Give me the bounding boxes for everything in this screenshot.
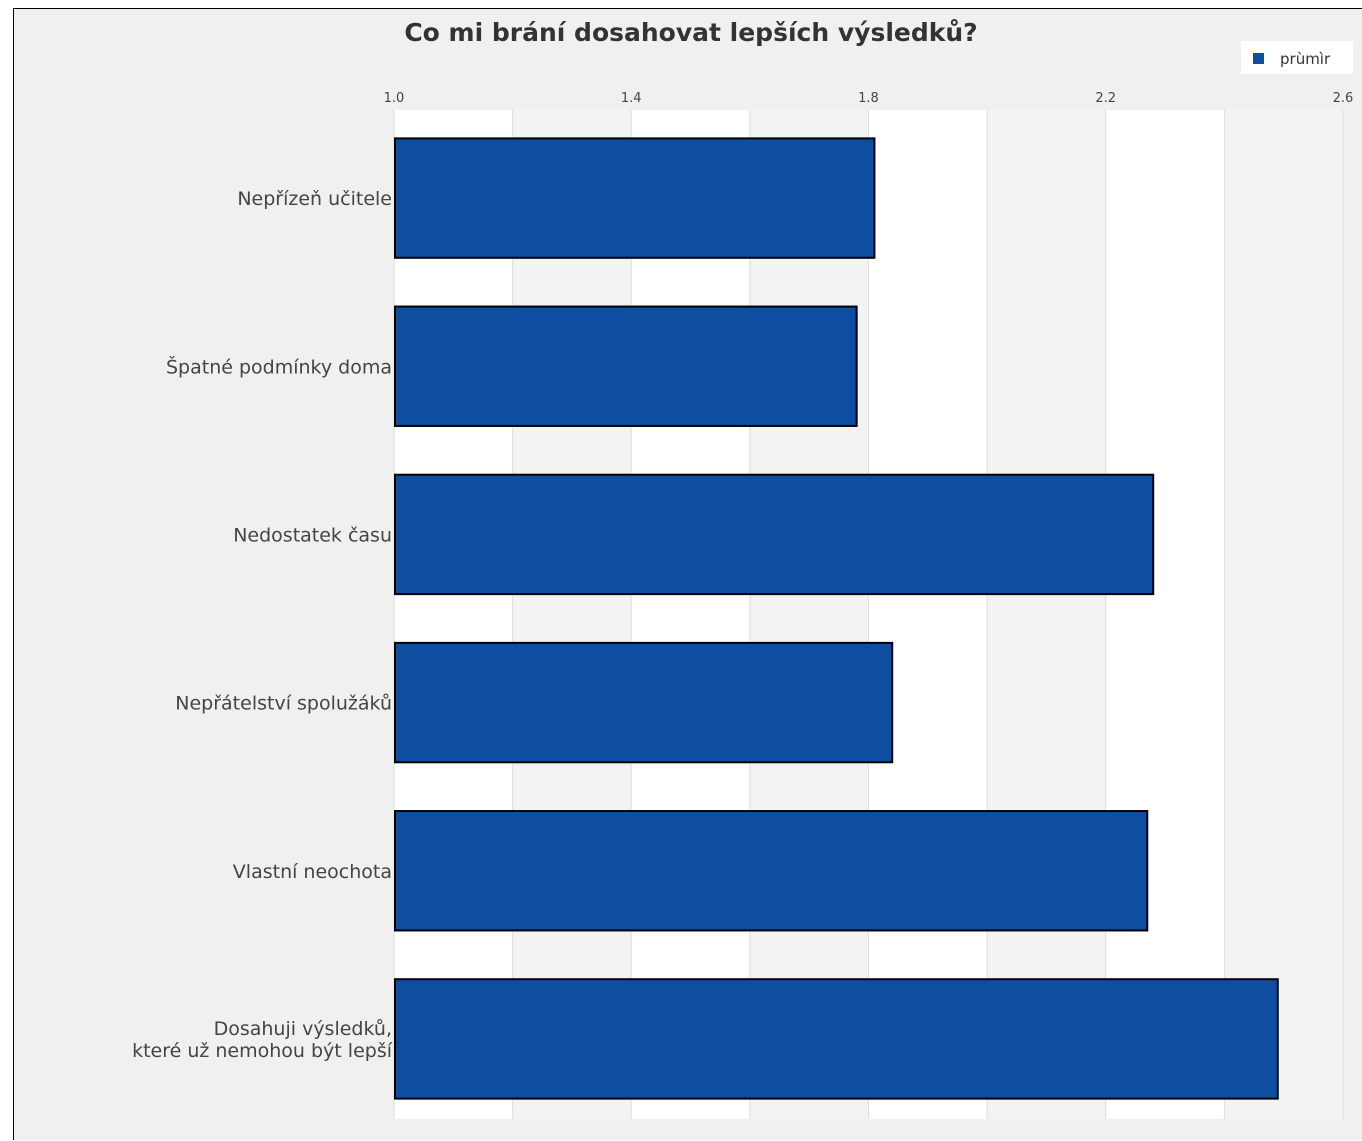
legend-swatch xyxy=(1253,53,1264,64)
bar xyxy=(394,810,1149,932)
bar xyxy=(394,137,876,259)
chart-title: Co mi brání dosahovat lepších výsledků? xyxy=(404,18,977,47)
grid-band xyxy=(749,110,869,1119)
category-label: Dosahuji výsledků, xyxy=(214,1018,392,1040)
category-label: Špatné podmínky doma xyxy=(166,354,392,378)
x-tick-label: 2.6 xyxy=(1333,91,1354,106)
category-label: Nepřízeň učitele xyxy=(237,188,392,210)
grid-band xyxy=(868,110,988,1119)
chart-container: Co mi brání dosahovat lepších výsledků? … xyxy=(13,8,1362,1140)
category-label: Nedostatek času xyxy=(233,524,392,546)
category-label: které už nemohou být lepší xyxy=(132,1040,393,1062)
grid-band xyxy=(631,110,750,1119)
grid-band xyxy=(987,110,1106,1119)
x-tick-label: 1.4 xyxy=(621,91,642,106)
bar xyxy=(394,978,1279,1100)
category-label: Nepřátelství spolužáků xyxy=(175,693,392,715)
bar-chart: Co mi brání dosahovat lepších výsledků? … xyxy=(132,18,1354,1119)
category-label: Vlastní neochota xyxy=(233,861,392,883)
grid-band xyxy=(394,110,513,1119)
legend: prùmìr xyxy=(1241,41,1353,74)
bar xyxy=(394,473,1155,596)
grid-band xyxy=(1224,110,1343,1119)
x-tick-label: 2.2 xyxy=(1095,91,1116,106)
bar xyxy=(394,641,894,764)
grid-band xyxy=(1105,110,1225,1119)
x-tick-label: 1.0 xyxy=(384,91,405,106)
legend-label: prùmìr xyxy=(1280,50,1331,68)
grid-band xyxy=(512,110,632,1119)
bar xyxy=(394,305,858,427)
x-tick-label: 1.8 xyxy=(858,91,879,106)
